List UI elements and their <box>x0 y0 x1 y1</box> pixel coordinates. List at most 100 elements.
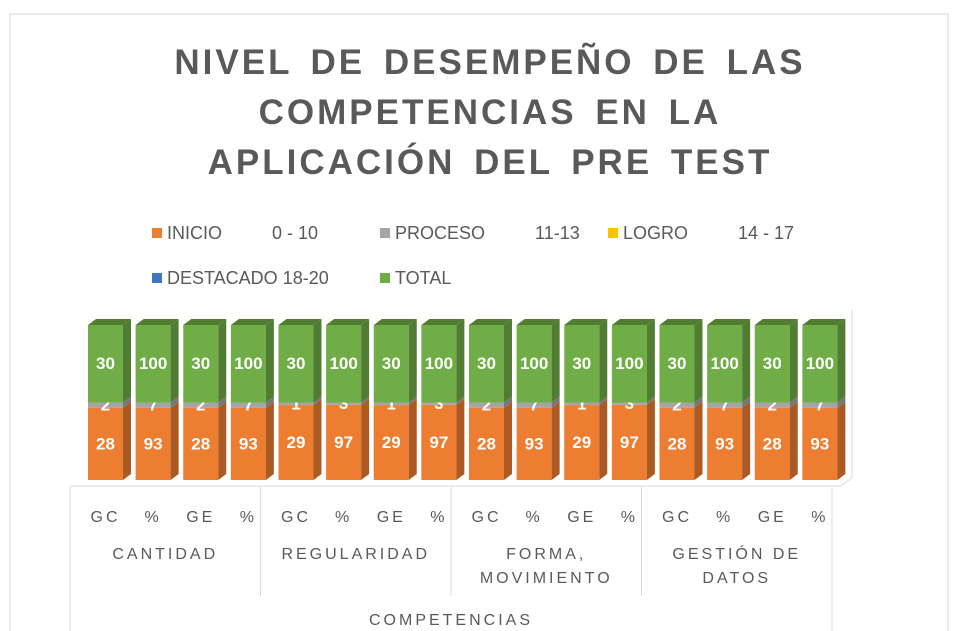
x-tick-label: GC <box>281 509 311 526</box>
data-label: 1 <box>291 394 300 413</box>
bar-segment <box>183 402 219 408</box>
data-label: 28 <box>96 434 115 453</box>
bar-segment <box>469 402 504 408</box>
data-label: 30 <box>572 354 591 373</box>
bar-segment <box>516 325 552 403</box>
bar-segment <box>230 407 266 480</box>
x-tick-label: GC <box>662 509 692 526</box>
bar-side <box>218 319 227 403</box>
bar-side <box>456 319 465 403</box>
bar-segment <box>326 404 362 480</box>
bar-segment <box>707 325 743 403</box>
legend-swatch <box>152 273 162 283</box>
bar-top <box>707 319 751 325</box>
data-label: 28 <box>668 434 687 453</box>
data-label: 1 <box>577 394 586 413</box>
x-tick-label: % <box>430 509 447 526</box>
data-label: 3 <box>625 394 634 413</box>
bar-top <box>469 319 512 325</box>
bar-side <box>504 319 512 403</box>
x-tick-label: GC <box>91 509 121 526</box>
bar-side <box>265 396 274 408</box>
bar-top <box>754 319 798 325</box>
bar-top <box>421 319 465 325</box>
data-label: 93 <box>239 434 258 453</box>
bar-top <box>230 319 274 325</box>
bar-segment <box>564 405 600 480</box>
x-tick-label: % <box>335 509 352 526</box>
bar-side <box>694 319 703 403</box>
bar-side <box>599 319 608 403</box>
x-tick-label: GE <box>377 509 406 526</box>
data-label: 7 <box>529 396 538 415</box>
bar-segment <box>469 325 504 403</box>
bar-side <box>170 396 179 408</box>
data-label: 7 <box>720 396 729 415</box>
bar-segment <box>183 325 219 403</box>
legend-swatch <box>380 228 390 238</box>
bar-segment <box>373 325 409 403</box>
bar-segment <box>183 407 219 480</box>
data-label: 29 <box>382 433 401 452</box>
bar-side <box>361 398 370 480</box>
legend-label: DESTACADO 18-20 <box>167 268 329 288</box>
bar-top <box>278 319 322 325</box>
bar-segment <box>659 402 695 408</box>
bar-side <box>551 396 560 408</box>
bar-segment <box>516 407 552 480</box>
bar-segment <box>754 407 790 480</box>
bar-segment <box>135 407 171 480</box>
bar-side <box>313 319 322 403</box>
bar-top <box>659 319 703 325</box>
data-label: 30 <box>287 354 306 373</box>
bar-segment <box>88 402 123 408</box>
data-label: 3 <box>339 394 348 413</box>
bar-segment <box>278 325 314 403</box>
bar-segment <box>88 325 123 403</box>
bar-segment <box>564 402 600 406</box>
x-tick-label: % <box>145 509 162 526</box>
data-label: 2 <box>196 396 205 415</box>
bar-segment <box>373 402 409 406</box>
bar-segment <box>516 402 552 408</box>
bar-segment <box>611 325 647 403</box>
data-label: 100 <box>329 354 357 373</box>
bar-side <box>646 319 655 403</box>
bar-segment <box>754 325 790 403</box>
bar-segment <box>707 402 743 408</box>
bar-side <box>551 401 560 480</box>
bar-side <box>599 399 608 480</box>
data-label: 30 <box>96 354 115 373</box>
bar-side <box>313 399 322 480</box>
data-label: 30 <box>763 354 782 373</box>
bar-side <box>837 319 846 403</box>
group-label: REGULARIDAD <box>281 546 431 563</box>
bar-segment <box>469 407 504 480</box>
bar-side <box>504 401 512 480</box>
bar-top <box>373 319 417 325</box>
group-label: CANTIDAD <box>112 546 219 563</box>
chart-title: NIVEL DE DESEMPEÑO DE LAS COMPETENCIAS E… <box>174 43 806 182</box>
x-tick-label: GE <box>758 509 787 526</box>
bar-side <box>694 396 703 408</box>
data-label: 2 <box>482 396 491 415</box>
floor-edge <box>839 477 853 487</box>
legend-swatch <box>608 228 618 238</box>
bar-segment <box>230 402 266 408</box>
bar-segment <box>88 407 123 480</box>
bar-side <box>551 319 560 403</box>
data-label: 100 <box>710 354 738 373</box>
bar-segment <box>278 402 314 406</box>
bar-side <box>599 396 608 406</box>
bar-side <box>646 396 655 405</box>
bar-side <box>694 401 703 480</box>
bar-segment <box>802 402 838 408</box>
data-label: 93 <box>525 434 544 453</box>
bar-segment <box>659 407 695 480</box>
data-label: 93 <box>715 434 734 453</box>
bar-segment <box>421 325 457 403</box>
bar-side <box>123 319 131 403</box>
bar-top <box>564 319 608 325</box>
data-label: 29 <box>287 433 306 452</box>
